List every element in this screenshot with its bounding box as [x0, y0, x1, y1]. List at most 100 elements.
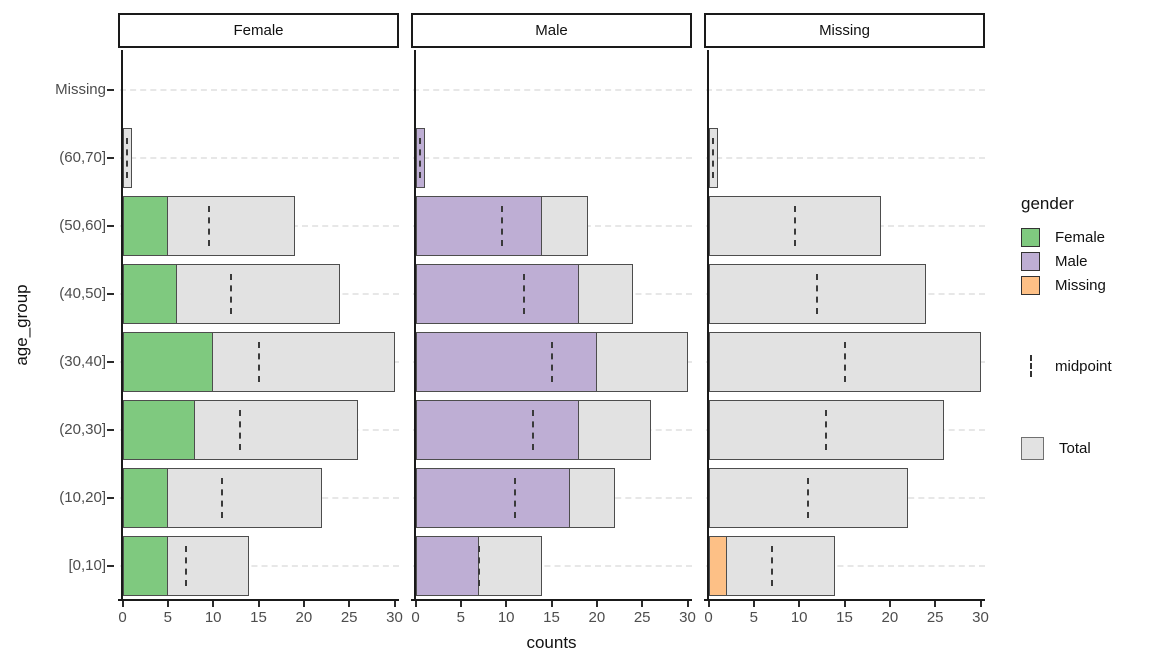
- gender-bar: [415, 468, 570, 528]
- legend-gender-label: Male: [1055, 252, 1088, 270]
- midpoint-dashed-line-icon: [1021, 355, 1040, 377]
- gender-bar: [415, 400, 579, 460]
- facet-panel: 0 5 10 15 20 25 30: [411, 50, 696, 626]
- y-tick-label: [0,10]: [68, 557, 106, 574]
- x-tick-label: 20: [588, 609, 606, 626]
- midpoint-marker: [477, 546, 480, 586]
- gender-swatch-icon: [1021, 275, 1040, 295]
- y-tick-mark: [107, 497, 114, 499]
- x-tick-mark: [414, 601, 417, 607]
- gender-bar: [415, 196, 543, 256]
- midpoint-marker: [550, 342, 553, 382]
- x-tick-mark: [459, 601, 462, 607]
- facet-panel: 0 5 10 15 20 25 30: [704, 50, 989, 626]
- x-tick-label: 30: [386, 609, 403, 626]
- x-tick-label: 15: [836, 609, 853, 626]
- y-tick-label: (20,30]: [59, 421, 106, 438]
- gender-bar: [122, 400, 196, 460]
- midpoint-marker: [184, 546, 187, 586]
- x-tick-label: 20: [295, 609, 313, 626]
- facet-panel: 0 5 10 15 20 25 30: [118, 50, 403, 626]
- x-tick-label: 15: [543, 609, 560, 626]
- x-tick-mark: [752, 601, 755, 607]
- midpoint-marker: [770, 546, 773, 586]
- y-tick-label: (30,40]: [59, 353, 106, 370]
- legend: gender Female Male Missing midpoint Total: [1021, 194, 1151, 460]
- x-tick-label: 30: [679, 609, 696, 626]
- x-tick-mark: [212, 601, 215, 607]
- midpoint-marker: [712, 138, 715, 178]
- midpoint-marker: [816, 274, 819, 314]
- gender-bar: [122, 468, 168, 528]
- midpoint-marker: [221, 478, 224, 518]
- y-tick-mark: [107, 225, 114, 227]
- gender-bar: [122, 332, 214, 392]
- midpoint-marker: [807, 478, 810, 518]
- gridline: [706, 565, 985, 567]
- x-tick-label: 5: [456, 609, 465, 626]
- x-tick-mark: [348, 601, 351, 607]
- midpoint-marker: [207, 206, 210, 246]
- gridline: [413, 89, 692, 91]
- gender-bar: [122, 536, 168, 596]
- legend-gender-label: Female: [1055, 228, 1106, 246]
- facet-strip: Male: [411, 13, 692, 48]
- y-tick-mark: [107, 361, 114, 363]
- x-tick-mark: [686, 601, 689, 607]
- y-tick-mark: [107, 293, 114, 295]
- y-tick-label: (40,50]: [59, 285, 106, 302]
- y-tick-mark: [107, 89, 114, 91]
- gridline: [413, 565, 692, 567]
- gender-bar: [708, 536, 727, 596]
- x-tick-mark: [257, 601, 260, 607]
- x-axis-title: counts: [526, 633, 577, 652]
- legend-gender-item: Female: [1021, 225, 1151, 249]
- midpoint-marker: [230, 274, 233, 314]
- midpoint-marker: [514, 478, 517, 518]
- gridline: [413, 157, 692, 159]
- gridline: [706, 89, 985, 91]
- gender-bar: [415, 264, 579, 324]
- midpoint-marker: [500, 206, 503, 246]
- x-tick-label: 15: [250, 609, 267, 626]
- gridline: [120, 89, 399, 91]
- x-tick-label: 25: [926, 609, 944, 626]
- midpoint-marker: [825, 410, 828, 450]
- x-tick-label: 0: [118, 609, 127, 626]
- legend-gender-items: Female Male Missing: [1021, 225, 1151, 297]
- x-tick-mark: [166, 601, 169, 607]
- gender-bar: [122, 196, 168, 256]
- x-tick-mark: [843, 601, 846, 607]
- y-tick-mark: [107, 157, 114, 159]
- gender-swatch-icon: [1021, 251, 1040, 271]
- gridline: [706, 157, 985, 159]
- x-tick-mark: [707, 601, 710, 607]
- legend-midpoint-label: midpoint: [1055, 357, 1112, 375]
- x-tick-mark: [393, 601, 396, 607]
- x-tick-mark: [550, 601, 553, 607]
- x-tick-label: 0: [704, 609, 713, 626]
- midpoint-marker: [239, 410, 242, 450]
- midpoint-marker: [257, 342, 260, 382]
- gender-bar: [415, 536, 479, 596]
- x-tick-mark: [302, 601, 305, 607]
- y-tick-label: (50,60]: [59, 217, 106, 234]
- x-tick-mark: [934, 601, 937, 607]
- x-axis-line: [704, 599, 985, 601]
- x-tick-mark: [888, 601, 891, 607]
- facet-strip: Missing: [704, 13, 985, 48]
- x-tick-label: 5: [749, 609, 758, 626]
- x-tick-mark: [641, 601, 644, 607]
- midpoint-marker: [419, 138, 422, 178]
- x-tick-mark: [979, 601, 982, 607]
- y-tick-label: (10,20]: [59, 489, 106, 506]
- legend-total-label: Total: [1059, 439, 1091, 457]
- x-tick-label: 5: [163, 609, 172, 626]
- x-tick-label: 30: [972, 609, 989, 626]
- total-swatch-icon: [1021, 436, 1044, 460]
- x-tick-label: 10: [497, 609, 515, 626]
- x-tick-label: 25: [340, 609, 358, 626]
- y-tick-mark: [107, 429, 114, 431]
- x-tick-label: 0: [411, 609, 420, 626]
